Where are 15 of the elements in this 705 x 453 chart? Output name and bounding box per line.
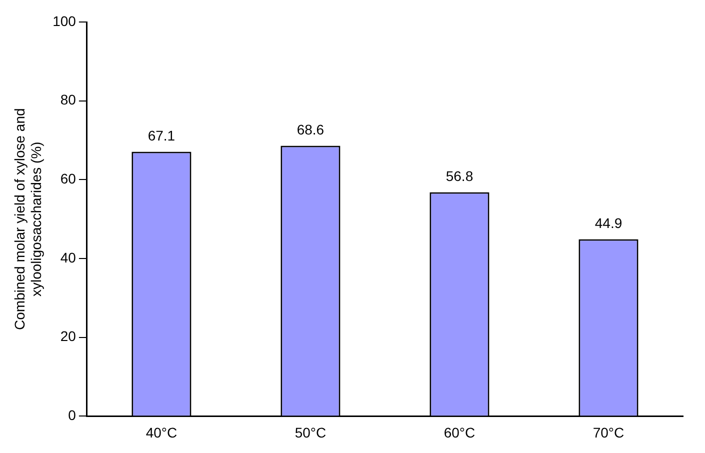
y-tick-label: 100 xyxy=(52,12,76,29)
y-tick-label: 0 xyxy=(68,407,76,424)
y-tick-label: 40 xyxy=(60,249,76,266)
data-label: 44.9 xyxy=(594,215,622,232)
data-label: 56.8 xyxy=(446,168,474,184)
y-tick-label: 20 xyxy=(60,328,76,344)
data-label: 68.6 xyxy=(296,122,324,138)
x-tick-label: 60°C xyxy=(444,424,476,440)
y-axis-title: Combined molar yield of xylose and xylooligosaccharides (%) xyxy=(11,108,44,330)
y-tick-label: 80 xyxy=(60,92,76,108)
x-tick-label: 40°C xyxy=(146,424,178,440)
x-tick-label: 50°C xyxy=(294,424,326,440)
y-tick-label: 60 xyxy=(60,170,76,187)
x-tick-label: 70°C xyxy=(592,424,624,440)
data-label: 67.1 xyxy=(148,128,176,144)
